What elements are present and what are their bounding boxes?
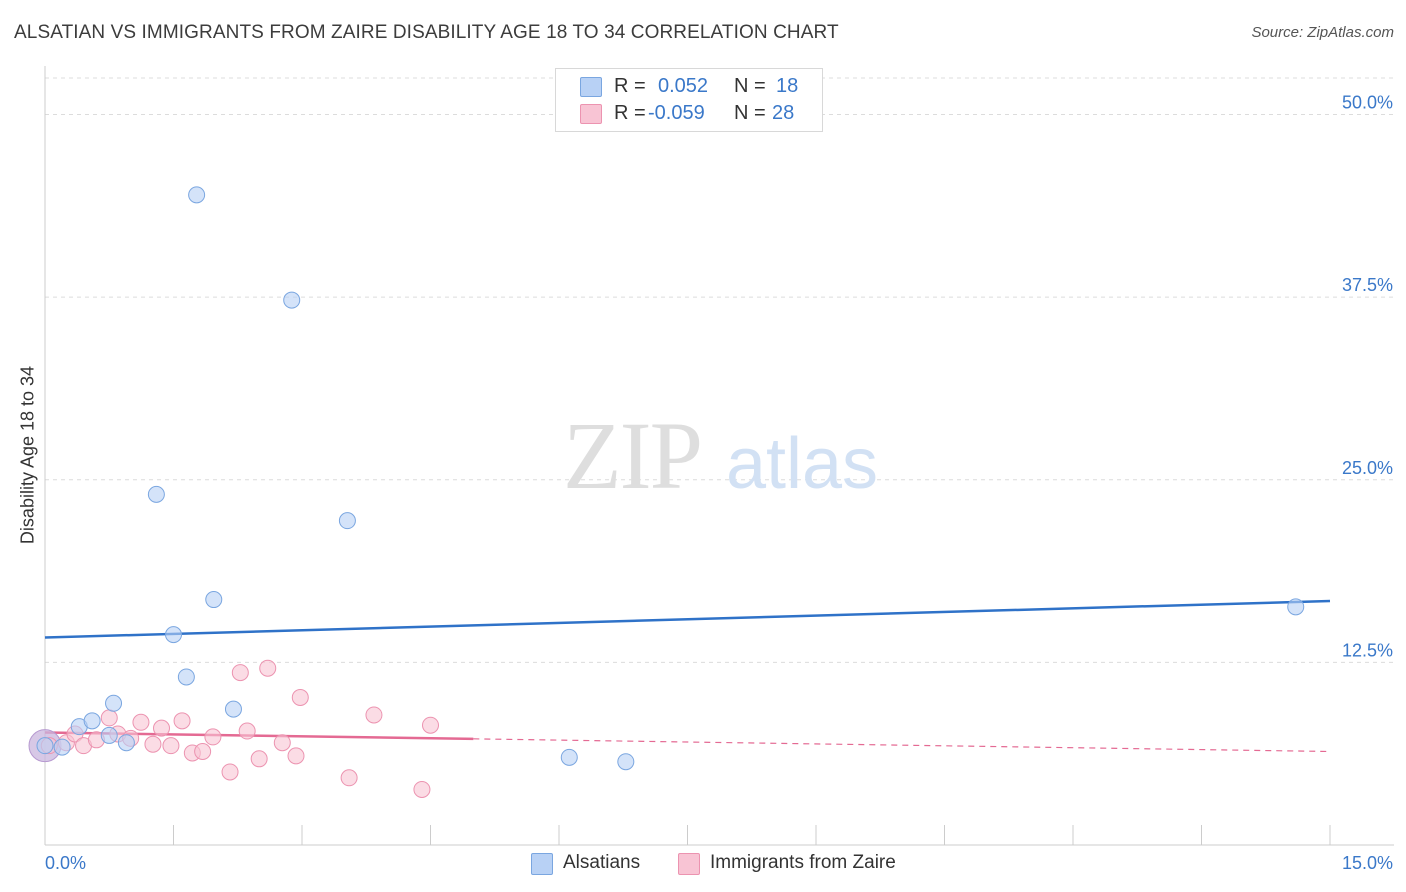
zaire-point [100,709,118,727]
alsatians-point [1287,598,1305,616]
x-tick-label: 15.0% [1342,853,1393,873]
alsatians-point [36,737,54,755]
label-layer: 12.5% 25.0% 37.5% 50.0% 0.0% 15.0% [45,93,1393,873]
zaire-swatch [580,104,602,124]
alsatians-trend-line [44,599,1331,639]
legend-r-value: -0.059 [648,102,705,124]
alsatians-point [53,738,71,756]
zaire-point [162,737,180,755]
y-tick-label: 37.5% [1342,275,1393,295]
zaire-point [238,722,256,740]
zaire-point [132,713,150,731]
alsatians-point [283,291,301,309]
chart-title: ALSATIAN VS IMMIGRANTS FROM ZAIRE DISABI… [14,22,839,43]
alsatians-point [147,485,165,503]
alsatians-point [100,726,118,744]
watermark-zip: ZIP [563,402,701,509]
legend-n-label: N = [734,102,766,124]
alsatians-point [117,734,135,752]
zaire-point [287,747,305,765]
alsatians-point [165,626,182,644]
axis-layer [44,66,1394,846]
y-tick-label: 50.0% [1342,93,1393,113]
correlation-legend: R = 0.052 N = 18 R = -0.059 N = 28 [555,68,823,132]
chart-source: Source: ZipAtlas.com [1251,24,1394,41]
point-layer [28,186,1305,798]
zaire-point [144,735,162,753]
legend-n-value: 18 [776,75,799,97]
alsatians-point [105,694,123,712]
zaire-point [273,734,291,752]
zaire-point [153,719,171,737]
zaire-point [413,780,431,798]
zaire-point [422,716,439,734]
alsatians-legend-swatch [531,853,553,875]
alsatians-swatch [580,77,602,97]
zaire-point [173,712,191,730]
zaire-point [365,706,383,724]
legend-r-label: R = [614,102,646,124]
zaire-legend-label: Immigrants from Zaire [710,852,896,873]
alsatians-point [188,186,206,204]
legend-r-value: 0.052 [658,75,709,97]
zaire-trend-line-extension [473,738,1331,753]
alsatians-point [205,591,223,609]
alsatians-point [224,700,242,718]
legend-n-value: 28 [772,102,795,124]
zaire-point [194,742,212,760]
watermark: ZIP atlas [563,402,878,509]
zaire-point [291,688,309,706]
zaire-point [204,728,222,746]
y-tick-label: 25.0% [1342,458,1393,478]
alsatians-point [177,668,195,686]
y-axis-label: Disability Age 18 to 34 [17,365,38,545]
alsatians-point [83,712,101,730]
zaire-point [250,750,268,768]
watermark-atlas: atlas [726,424,878,504]
x-tick-label: 0.0% [45,853,86,873]
zaire-point [340,769,358,787]
legend-r-label: R = [614,75,646,97]
alsatians-point [338,512,356,530]
zaire-legend-swatch [678,853,700,875]
alsatians-legend-label: Alsatians [563,852,641,873]
alsatians-point [617,753,635,771]
legend-n-label: N = [734,75,766,97]
y-tick-label: 12.5% [1342,640,1393,660]
grid-layer [45,77,1394,663]
zaire-point [221,763,239,781]
zaire-point [231,664,249,682]
zaire-point [259,659,277,677]
alsatians-point [560,748,578,766]
